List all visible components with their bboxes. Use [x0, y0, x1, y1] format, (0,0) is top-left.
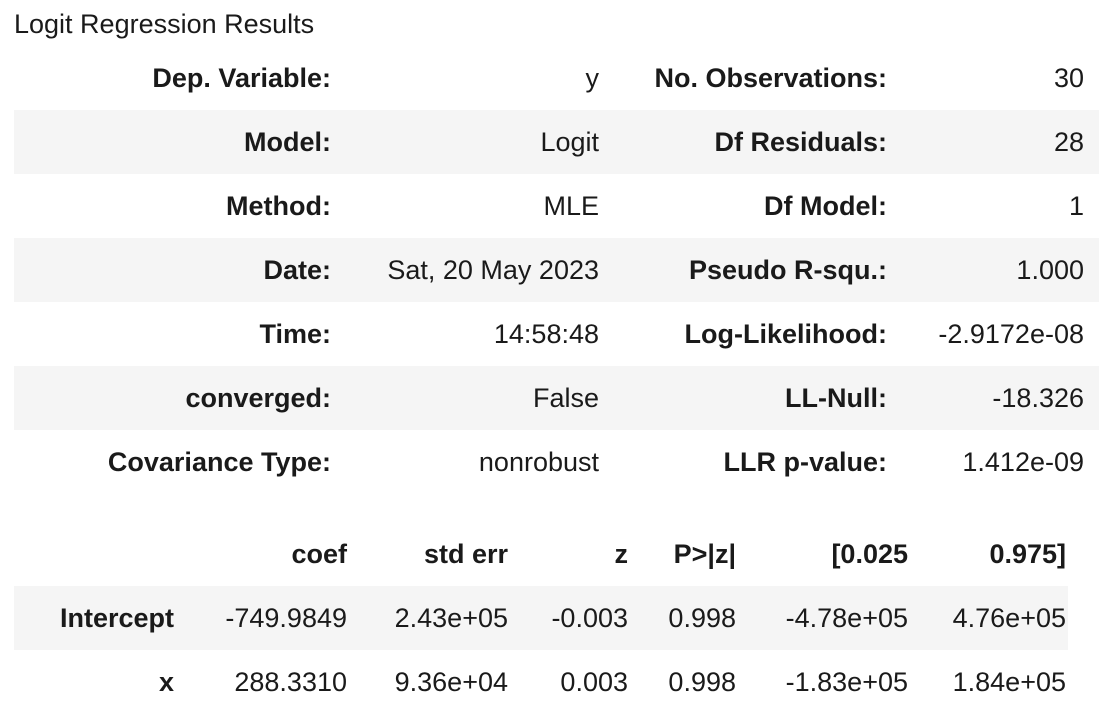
summary-value: MLE	[543, 191, 599, 221]
summary-label: Dep. Variable:	[152, 63, 331, 93]
column-header: 0.975]	[989, 539, 1066, 569]
table-cell: 0.998	[668, 667, 736, 697]
summary-value: 1	[1068, 191, 1084, 221]
table-cell: 0.003	[560, 667, 628, 697]
summary-row: Date: Sat, 20 May 2023 Pseudo R-squ.: 1.…	[14, 238, 1099, 302]
summary-value: -18.326	[992, 383, 1084, 413]
summary-label: Df Model:	[764, 191, 887, 221]
summary-label: Date:	[263, 255, 331, 285]
summary-row: Covariance Type: nonrobust LLR p-value: …	[14, 430, 1099, 494]
summary-label: converged:	[185, 383, 331, 413]
table-cell: 1.84e+05	[952, 667, 1066, 697]
coef-header-row: coef std err z P>|z| [0.025 0.975]	[14, 522, 1068, 586]
summary-label: Log-Likelihood:	[684, 319, 887, 349]
table-caption: Logit Regression Results	[14, 9, 315, 39]
column-header: z	[614, 539, 629, 569]
row-header: x	[158, 667, 174, 697]
row-header: Intercept	[59, 603, 174, 633]
summary-label: LL-Null:	[785, 383, 887, 413]
summary-label: Model:	[244, 127, 331, 157]
summary-row: Method: MLE Df Model: 1	[14, 174, 1099, 238]
table-row: x 288.3310 9.36e+04 0.003 0.998 -1.83e+0…	[14, 650, 1068, 714]
column-header: coef	[291, 539, 347, 569]
table-cell: 4.76e+05	[952, 603, 1066, 633]
summary-value: 1.412e-09	[962, 447, 1084, 477]
column-header: std err	[423, 539, 508, 569]
summary-table: Dep. Variable: y No. Observations: 30 Mo…	[14, 46, 1099, 494]
summary-value: Logit	[540, 127, 599, 157]
summary-value: Sat, 20 May 2023	[387, 255, 599, 285]
summary-value: False	[532, 383, 599, 413]
summary-row: Time: 14:58:48 Log-Likelihood: -2.9172e-…	[14, 302, 1099, 366]
summary-value: -2.9172e-08	[938, 319, 1084, 349]
summary-label: Method:	[226, 191, 331, 221]
summary-row: converged: False LL-Null: -18.326	[14, 366, 1099, 430]
summary-value: 1.000	[1016, 255, 1084, 285]
summary-label: Df Residuals:	[714, 127, 887, 157]
summary-label: Covariance Type:	[107, 447, 331, 477]
table-cell: 9.36e+04	[394, 667, 508, 697]
table-cell: -4.78e+05	[785, 603, 908, 633]
column-header: P>|z|	[673, 539, 736, 569]
summary-row: Model: Logit Df Residuals: 28	[14, 110, 1099, 174]
summary-value: 30	[1053, 63, 1084, 93]
summary-value: 28	[1053, 127, 1084, 157]
column-header: [0.025	[831, 539, 908, 569]
summary-label: No. Observations:	[654, 63, 887, 93]
table-cell: -1.83e+05	[785, 667, 908, 697]
summary-label: Time:	[259, 319, 331, 349]
table-row: Intercept -749.9849 2.43e+05 -0.003 0.99…	[14, 586, 1068, 650]
summary-value: nonrobust	[478, 447, 599, 477]
table-cell: -749.9849	[225, 603, 347, 633]
table-cell: 0.998	[668, 603, 736, 633]
table-cell: -0.003	[551, 603, 628, 633]
summary-label: LLR p-value:	[723, 447, 887, 477]
table-cell: 288.3310	[234, 667, 347, 697]
summary-label: Pseudo R-squ.:	[688, 255, 887, 285]
summary-row: Dep. Variable: y No. Observations: 30	[14, 46, 1099, 110]
coefficients-table: coef std err z P>|z| [0.025 0.975] Inter…	[14, 522, 1068, 714]
table-cell: 2.43e+05	[394, 603, 508, 633]
summary-value: y	[585, 63, 600, 93]
summary-value: 14:58:48	[493, 319, 599, 349]
